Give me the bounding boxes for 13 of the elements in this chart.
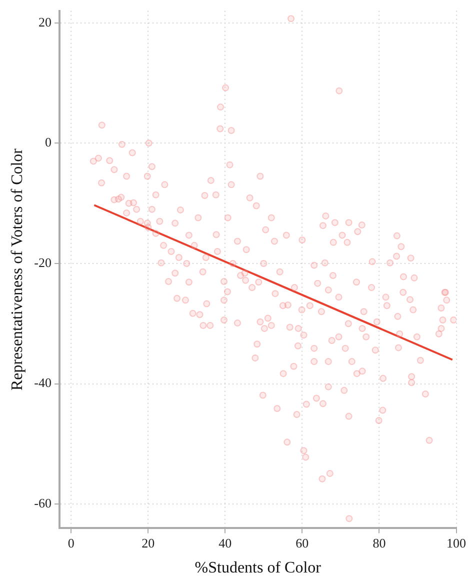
- x-tick-label: 80: [372, 535, 386, 550]
- y-tick-label: 0: [45, 134, 52, 150]
- y-tick-label: -40: [34, 375, 52, 390]
- y-tick-label: 20: [38, 14, 52, 30]
- x-tick-label: 20: [142, 535, 155, 550]
- x-tick-label: 0: [68, 535, 74, 550]
- x-tick-label: 60: [296, 535, 309, 550]
- y-tick-label: -20: [34, 254, 52, 270]
- x-tick-label: 40: [218, 535, 232, 550]
- y-axis-title: Representativeness of Voters of Color: [8, 148, 26, 391]
- x-axis-title: %Students of Color: [194, 560, 322, 577]
- y-tick-label: -60: [34, 496, 52, 511]
- x-tick-label: 100: [446, 535, 466, 550]
